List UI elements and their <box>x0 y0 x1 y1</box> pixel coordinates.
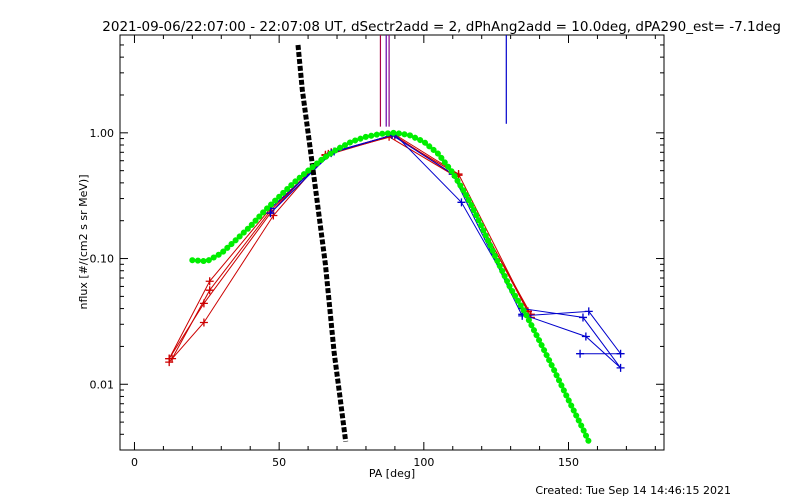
plus-marker <box>581 332 590 341</box>
x-axis: 0 50 100 150 <box>131 35 656 469</box>
x-tick-label: 50 <box>272 456 286 469</box>
created-timestamp: Created: Tue Sep 14 14:46:15 2021 <box>535 484 731 497</box>
model-curve-black <box>295 44 349 442</box>
plus-marker <box>205 277 214 286</box>
plus-marker <box>616 349 625 358</box>
y-axis-label: nflux [#/(cm2 s sr MeV)] <box>77 175 90 310</box>
y-tick-label: 0.01 <box>90 378 115 391</box>
x-axis-label: PA [deg] <box>369 467 415 480</box>
plus-marker <box>199 318 208 327</box>
plus-marker <box>266 209 275 218</box>
plus-marker <box>205 286 214 295</box>
plus-marker <box>616 363 625 372</box>
y-axis: 0.01 0.10 1.00 <box>90 34 664 451</box>
y-tick-label: 1.00 <box>90 127 115 140</box>
x-tick-label: 100 <box>413 456 434 469</box>
y-tick-label: 0.10 <box>90 253 115 266</box>
model-curve-green <box>189 129 592 445</box>
plus-marker <box>578 313 587 322</box>
plus-marker <box>576 349 585 358</box>
plot-frame <box>119 34 665 451</box>
series-line <box>168 135 532 359</box>
chart-title: 2021-09-06/22:07:00 - 22:07:08 UT, dSect… <box>102 19 781 35</box>
plus-marker <box>457 198 466 207</box>
plot-marks <box>165 35 625 445</box>
series-line <box>168 133 529 359</box>
x-tick-label: 0 <box>131 456 138 469</box>
plus-marker <box>584 307 593 316</box>
x-tick-label: 150 <box>558 456 579 469</box>
plus-marker <box>168 354 177 363</box>
